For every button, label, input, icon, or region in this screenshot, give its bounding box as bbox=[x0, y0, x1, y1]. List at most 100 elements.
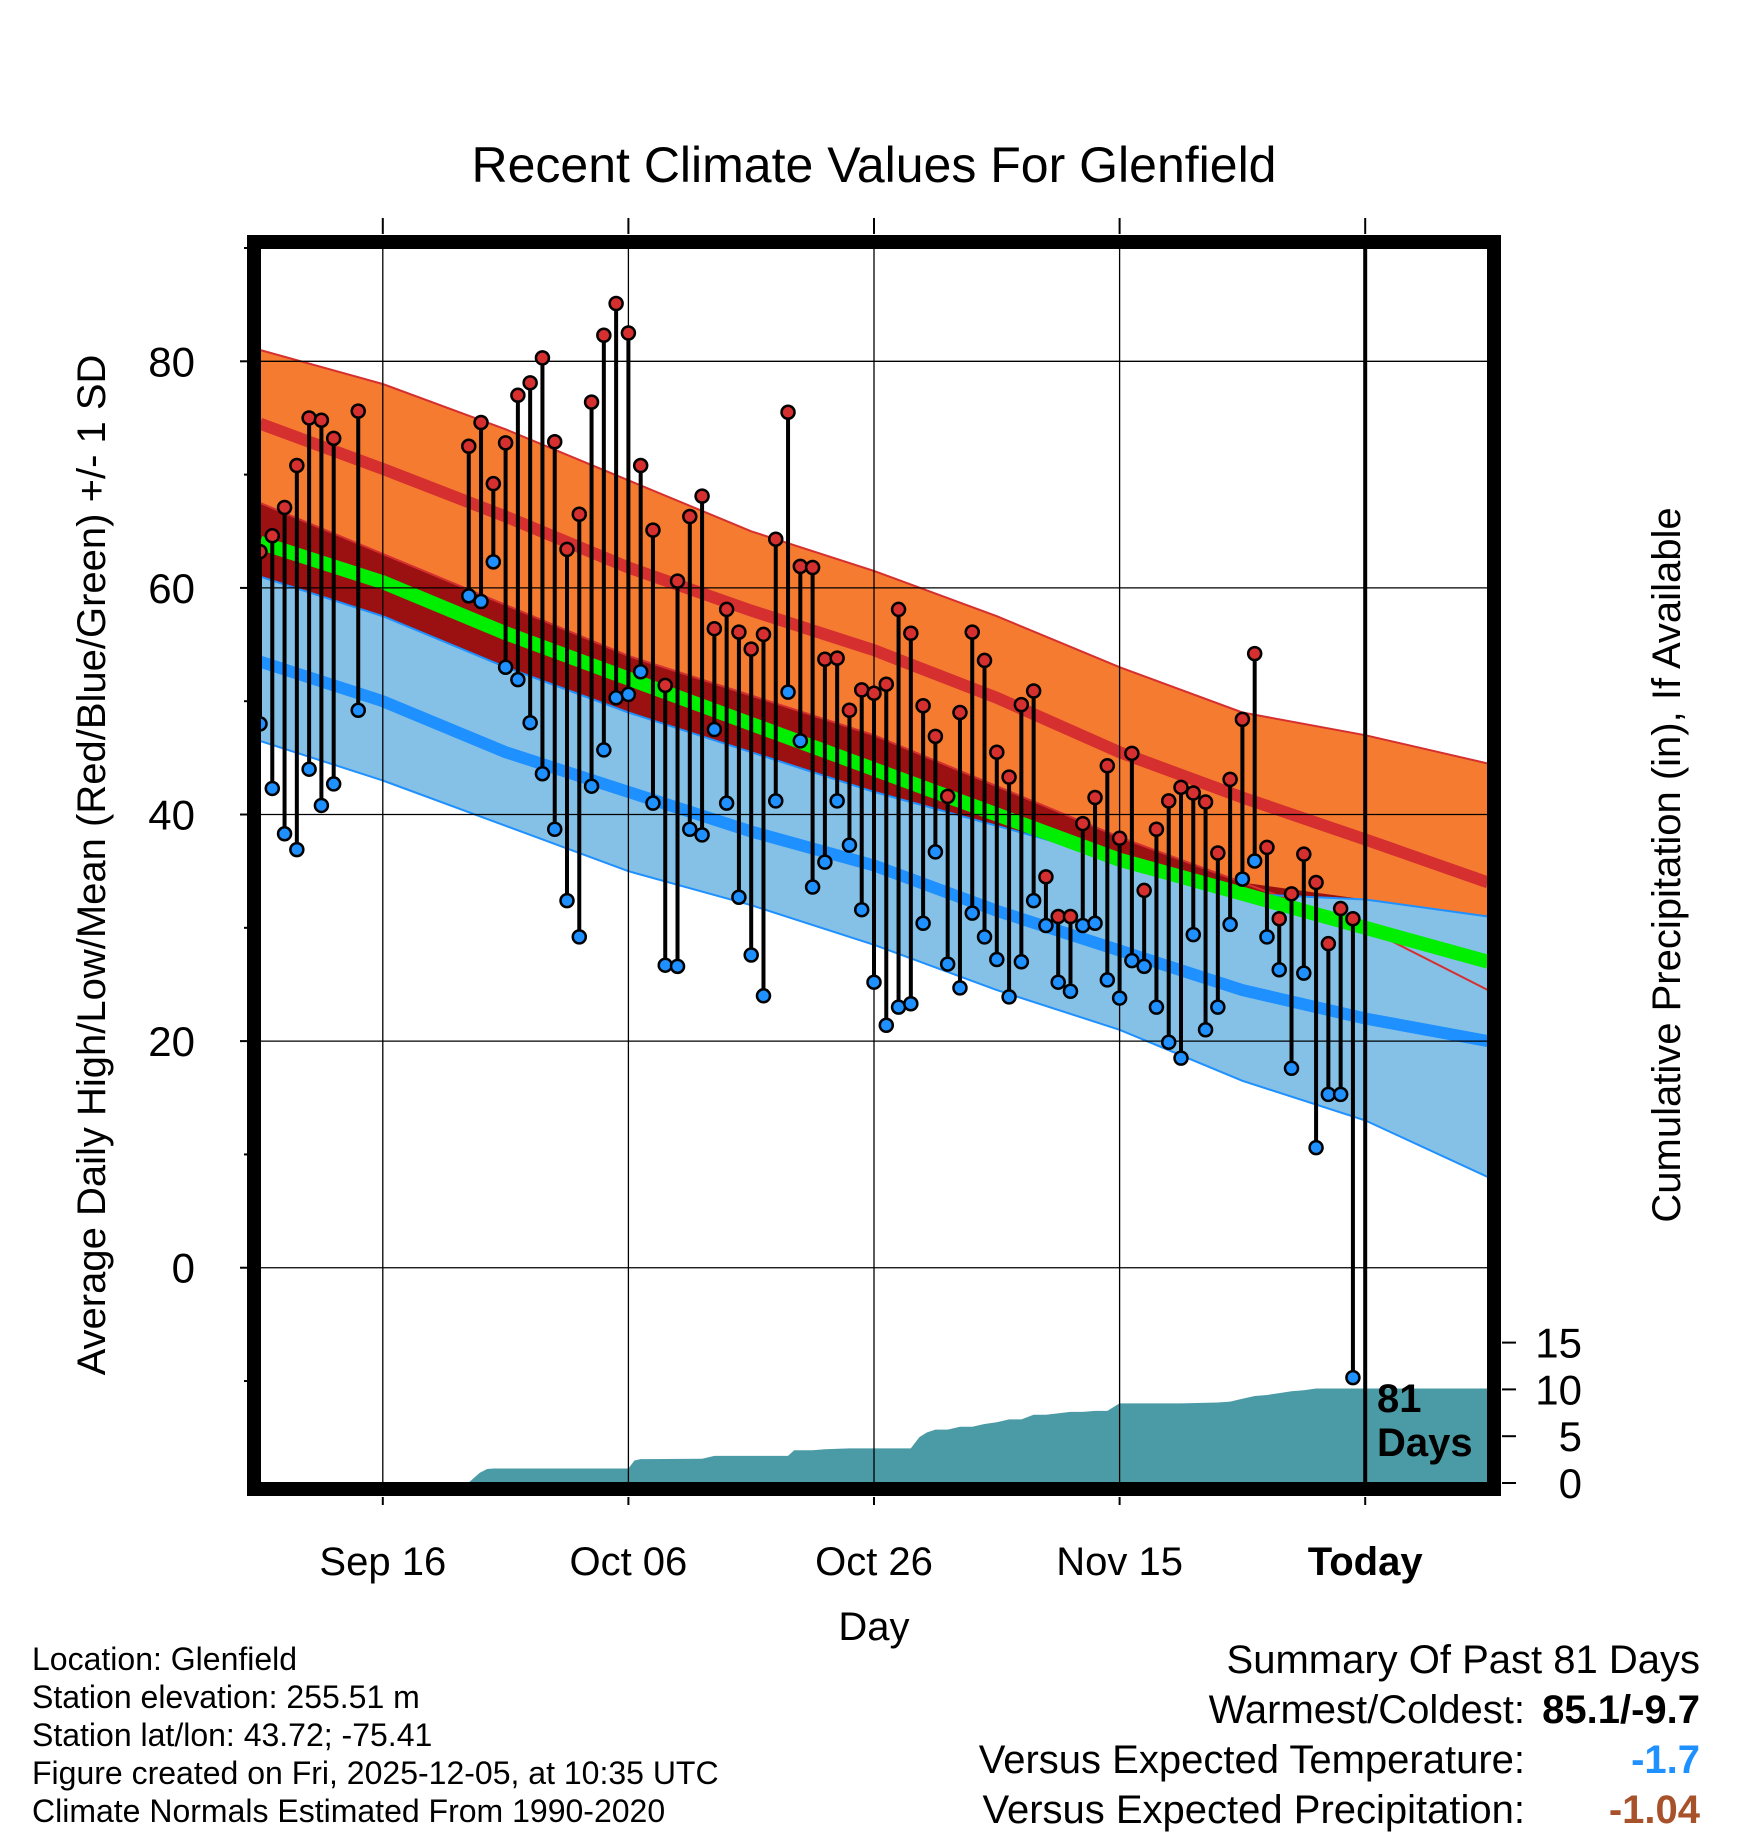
daily-low-point bbox=[645, 795, 661, 811]
plot-border bbox=[247, 235, 1501, 1496]
daily-high-point bbox=[1283, 886, 1300, 902]
latlon-text: Station lat/lon: 43.72; -75.41 bbox=[32, 1717, 433, 1753]
daily-high-point bbox=[1246, 645, 1263, 662]
daily-high-point bbox=[260, 543, 268, 560]
daily-low-point bbox=[596, 742, 612, 758]
daily-bar bbox=[1222, 771, 1238, 933]
daily-bar bbox=[853, 682, 870, 918]
daily-high-point bbox=[534, 350, 551, 366]
daily-low-point bbox=[1050, 974, 1066, 990]
created-text: Figure created on Fri, 2025-12-05, at 10… bbox=[32, 1755, 719, 1791]
y-tick-label: 40 bbox=[148, 792, 195, 839]
daily-bar bbox=[1259, 839, 1275, 945]
daily-bar bbox=[755, 626, 772, 1004]
daily-bar bbox=[1099, 758, 1116, 988]
daily-high-point bbox=[276, 499, 293, 516]
daily-bar bbox=[645, 522, 661, 811]
daily-bar bbox=[608, 295, 624, 706]
daily-bar bbox=[1148, 821, 1165, 1015]
daily-bar bbox=[1271, 911, 1287, 978]
daily-high-point bbox=[350, 403, 366, 419]
daily-high-point bbox=[1001, 769, 1017, 785]
daily-low-point bbox=[1062, 983, 1079, 1000]
daily-bar bbox=[743, 641, 759, 963]
daily-bar bbox=[632, 457, 649, 680]
summary-precip: Versus Expected Precipitation: -1.04 bbox=[979, 1785, 1700, 1835]
daily-low-point bbox=[878, 1017, 895, 1034]
daily-bar bbox=[1197, 794, 1214, 1038]
daily-high-point bbox=[853, 682, 870, 698]
daily-high-point bbox=[1160, 793, 1177, 809]
daily-bar bbox=[350, 403, 366, 719]
daily-high-point bbox=[694, 488, 710, 504]
daily-high-point bbox=[264, 528, 281, 544]
daily-low-point bbox=[1222, 916, 1238, 933]
daily-high-point bbox=[939, 788, 956, 805]
daily-low-point bbox=[1013, 954, 1030, 970]
y-tick-label: 20 bbox=[148, 1018, 195, 1065]
x-tick-label: Today bbox=[1308, 1540, 1424, 1584]
daily-low-point bbox=[461, 588, 477, 604]
daily-low-point bbox=[1259, 929, 1275, 945]
daily-bar bbox=[559, 541, 575, 909]
daily-bar bbox=[939, 788, 956, 972]
precip-departure-value: -1.04 bbox=[1608, 1788, 1700, 1832]
temp-label: Versus Expected Temperature: bbox=[978, 1738, 1525, 1782]
daily-low-point bbox=[1345, 1369, 1361, 1386]
x-tick-label: Oct 06 bbox=[569, 1540, 687, 1584]
location-text: Location: Glenfield bbox=[32, 1641, 298, 1677]
daily-range-bars bbox=[260, 248, 1368, 1483]
y2-tick-label: 0 bbox=[1559, 1460, 1582, 1507]
warm-cold-label: Warmest/Coldest: bbox=[1208, 1688, 1525, 1732]
plot-frame bbox=[247, 235, 1501, 1496]
daily-low-point bbox=[522, 714, 538, 731]
daily-low-point bbox=[583, 778, 600, 794]
daily-high-point bbox=[1124, 745, 1140, 762]
daily-high-point bbox=[866, 685, 882, 702]
daily-bar bbox=[620, 325, 637, 703]
precip-cumulative-area bbox=[260, 1388, 1488, 1483]
daily-high-point bbox=[1197, 794, 1214, 810]
daily-high-point bbox=[473, 414, 489, 431]
daily-bar bbox=[289, 457, 305, 858]
daily-high-point bbox=[1136, 882, 1152, 899]
daily-bar bbox=[1283, 886, 1300, 1077]
daily-bar bbox=[510, 387, 526, 688]
station-info: Location: Glenfield Station elevation: 2… bbox=[32, 1640, 719, 1830]
daily-high-point bbox=[792, 558, 809, 575]
daily-low-point bbox=[350, 702, 366, 719]
daily-bar bbox=[325, 430, 342, 792]
daily-bar bbox=[596, 327, 612, 758]
daily-bar bbox=[485, 475, 502, 570]
daily-high-point bbox=[510, 387, 526, 404]
daily-bar bbox=[1160, 793, 1177, 1051]
daily-low-point bbox=[939, 956, 956, 972]
daily-low-point bbox=[817, 854, 833, 870]
daily-low-point bbox=[571, 929, 588, 945]
daily-bar bbox=[989, 744, 1005, 968]
daily-low-point bbox=[903, 995, 919, 1012]
daily-bar bbox=[571, 506, 588, 945]
daily-high-point bbox=[1308, 874, 1324, 891]
daily-bar bbox=[276, 499, 293, 842]
daily-bar bbox=[473, 414, 489, 610]
y2-axis-label: Cumulative Precipitation (in), If Availa… bbox=[1645, 507, 1689, 1222]
daily-bar bbox=[780, 404, 796, 700]
daily-low-point bbox=[1075, 917, 1091, 934]
daily-high-point bbox=[1087, 789, 1103, 806]
daily-high-point bbox=[608, 295, 624, 312]
daily-low-point bbox=[473, 593, 489, 610]
daily-low-point bbox=[1136, 958, 1152, 975]
daily-high-point bbox=[829, 650, 845, 666]
daily-low-point bbox=[632, 664, 649, 680]
daily-low-point bbox=[276, 826, 293, 842]
daily-bar bbox=[1296, 846, 1312, 981]
daily-bar bbox=[952, 704, 968, 996]
daily-bar bbox=[1050, 908, 1066, 990]
daily-low-point bbox=[497, 659, 514, 675]
daily-low-point bbox=[264, 780, 281, 797]
daily-low-point bbox=[669, 958, 686, 975]
daily-low-point bbox=[260, 716, 268, 732]
daily-high-point bbox=[1013, 696, 1030, 713]
daily-bar bbox=[260, 543, 268, 732]
